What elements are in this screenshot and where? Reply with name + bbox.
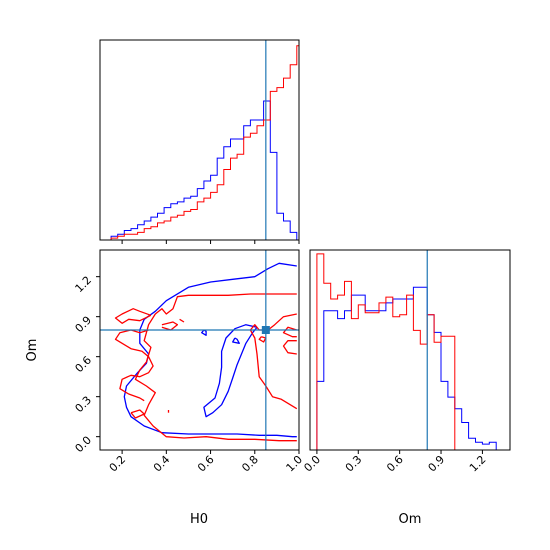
contour-red-2 bbox=[114, 308, 152, 324]
contour-red-9 bbox=[282, 340, 297, 355]
contour-xtick-label-3: 0.8 bbox=[239, 453, 261, 475]
h0-hist-series-blue bbox=[110, 100, 299, 241]
om-hist-xtick-label-0: 0.0 bbox=[301, 453, 323, 475]
contour-red-5 bbox=[179, 318, 185, 323]
om-hist-frame bbox=[309, 249, 511, 451]
contour-red-10 bbox=[258, 336, 267, 343]
h0-histogram-panel bbox=[99, 39, 300, 244]
x-axis-label-h0: H0 bbox=[190, 512, 208, 527]
contour-red-7 bbox=[130, 409, 145, 419]
truth-marker bbox=[261, 326, 270, 334]
contour-red-3 bbox=[114, 329, 154, 402]
contour-lines bbox=[114, 262, 298, 442]
contour-ytick-label-1: 0.3 bbox=[73, 394, 95, 416]
om-hist-series-red bbox=[316, 253, 456, 450]
om-hist-xtick-label-1: 0.3 bbox=[343, 453, 365, 475]
contour-xtick-label-0: 0.2 bbox=[107, 453, 129, 475]
contour-ytick-label-3: 0.9 bbox=[73, 314, 95, 336]
om-hist-xtick-label-2: 0.6 bbox=[384, 453, 406, 475]
contour-blue-1 bbox=[203, 324, 258, 418]
contour-red-4 bbox=[161, 321, 179, 331]
contour-blue-2 bbox=[201, 329, 207, 336]
contour-blue-3 bbox=[232, 337, 240, 344]
om-hist-series-blue bbox=[316, 286, 497, 450]
om-histogram-panel: 0.0 0.3 0.6 0.9 1.2 bbox=[301, 249, 511, 475]
contour-ytick-label-4: 1.2 bbox=[73, 274, 95, 296]
contour-xtick-label-1: 0.4 bbox=[151, 453, 173, 475]
h0-hist-series-red bbox=[110, 45, 300, 240]
contour-ytick-label-2: 0.6 bbox=[73, 354, 95, 376]
x-axis-label-om: Om bbox=[399, 512, 422, 527]
contour-red-1 bbox=[249, 313, 298, 410]
h0-om-contour-panel: 0.2 0.4 0.6 0.8 1.00.00.30.60.91.2 bbox=[73, 249, 305, 475]
axis-labels: H0 Om Om bbox=[25, 339, 421, 527]
h0-hist-frame bbox=[99, 39, 300, 241]
contour-frame bbox=[99, 249, 300, 451]
om-hist-xtick-label-4: 1.2 bbox=[467, 453, 489, 475]
contour-ytick-label-0: 0.0 bbox=[73, 434, 95, 456]
contour-red-8 bbox=[282, 326, 297, 338]
contour-red-0 bbox=[134, 293, 297, 442]
contour-xtick-label-2: 0.6 bbox=[195, 453, 217, 475]
y-axis-label-om: Om bbox=[25, 339, 40, 362]
om-hist-xtick-label-3: 0.9 bbox=[426, 453, 448, 475]
